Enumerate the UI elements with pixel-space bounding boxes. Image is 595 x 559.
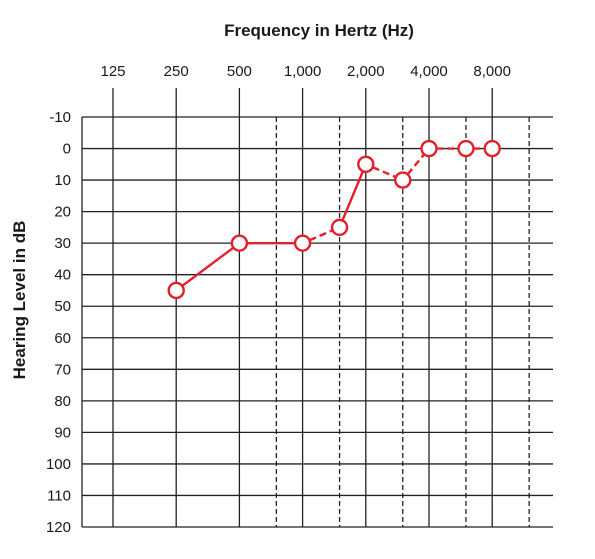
y-tick-label: 90 (54, 424, 71, 441)
x-tick-label: 4,000 (410, 63, 448, 80)
y-tick-label: 100 (46, 456, 71, 473)
series-line-segment (309, 229, 334, 242)
data-point-marker (330, 218, 349, 237)
series-line-segment (181, 246, 235, 287)
y-tick-label: -10 (49, 109, 71, 126)
x-tick-label: 8,000 (473, 63, 511, 80)
x-tick-label: 250 (164, 63, 189, 80)
data-point-marker (230, 234, 249, 252)
series-group (167, 139, 501, 300)
series-line-segment (372, 166, 397, 179)
x-tick-labels: 125 250 500 1,000 2,000 4,000 8,000 (100, 63, 510, 80)
y-tick-label: 60 (54, 330, 71, 347)
y-tick-label: 40 (54, 267, 71, 284)
y-tick-label: 120 (46, 519, 71, 536)
x-tick-label: 500 (227, 63, 252, 80)
series-line-segment (341, 170, 365, 221)
x-tick-label: 1,000 (284, 63, 322, 80)
y-tick-label: 0 (63, 141, 71, 158)
data-point-marker (357, 155, 375, 174)
y-axis-label: Hearing Level in dB (10, 221, 29, 380)
data-point-marker (293, 234, 312, 252)
y-tick-label: 10 (54, 172, 71, 189)
y-tick-label: 70 (54, 361, 71, 378)
grid (81, 88, 553, 528)
y-tick-label: 30 (54, 235, 71, 252)
y-tick-label: 50 (54, 298, 71, 315)
data-point-marker (420, 139, 438, 158)
y-tick-labels: -10 0 10 20 30 40 50 60 70 80 90 100 110 120 (46, 109, 71, 536)
chart-title: Frequency in Hertz (Hz) (224, 21, 414, 40)
y-tick-label: 20 (54, 204, 71, 221)
data-point-marker (167, 281, 185, 300)
series-line-segment (406, 153, 426, 176)
y-tick-label: 110 (47, 487, 71, 504)
x-tick-label: 125 (100, 63, 125, 80)
x-tick-label: 2,000 (347, 63, 385, 80)
data-point-marker (483, 139, 501, 158)
data-point-marker (457, 139, 475, 158)
data-point-marker (394, 171, 412, 189)
y-tick-label: 80 (54, 393, 71, 410)
